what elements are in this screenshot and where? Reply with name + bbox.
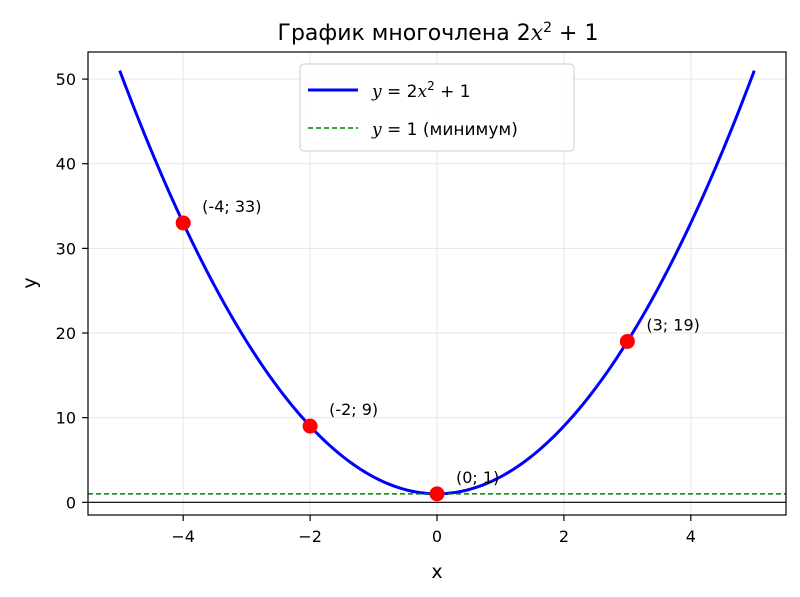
data-point xyxy=(429,486,445,502)
point-annotation: (3; 19) xyxy=(646,315,700,334)
x-axis-label: x xyxy=(431,561,442,583)
x-tick-label: −2 xyxy=(298,527,322,546)
x-tick-label: 2 xyxy=(559,527,569,546)
chart-title: График многочлена 2x2 + 1 xyxy=(278,20,599,46)
point-annotation: (0; 1) xyxy=(456,468,499,487)
y-tick-label: 0 xyxy=(66,493,76,512)
x-tick-label: −4 xyxy=(171,527,195,546)
annotations-group: (-4; 33) (-2; 9) (0; 1) (3; 19) xyxy=(202,197,700,487)
legend: y = 2x2 + 1 y = 1 (минимум) xyxy=(299,63,575,152)
x-axis: −4 −2 0 2 4 xyxy=(171,515,696,546)
y-tick-label: 40 xyxy=(56,155,76,174)
data-point xyxy=(175,215,191,231)
y-axis-label: y xyxy=(19,277,41,288)
legend-box xyxy=(299,63,575,152)
y-tick-label: 10 xyxy=(56,409,76,428)
data-point xyxy=(302,418,318,434)
points-group xyxy=(175,215,635,502)
y-tick-label: 20 xyxy=(56,324,76,343)
y-tick-label: 30 xyxy=(56,239,76,258)
x-tick-label: 4 xyxy=(686,527,696,546)
y-tick-label: 50 xyxy=(56,70,76,89)
data-point xyxy=(619,333,635,349)
legend-label-minimum: y = 1 (минимум) xyxy=(371,120,518,140)
y-axis: 0 10 20 30 40 50 xyxy=(56,70,88,512)
x-tick-label: 0 xyxy=(432,527,442,546)
point-annotation: (-4; 33) xyxy=(202,197,261,216)
legend-label-parabola: y = 2x2 + 1 xyxy=(371,79,471,102)
point-annotation: (-2; 9) xyxy=(329,400,378,419)
